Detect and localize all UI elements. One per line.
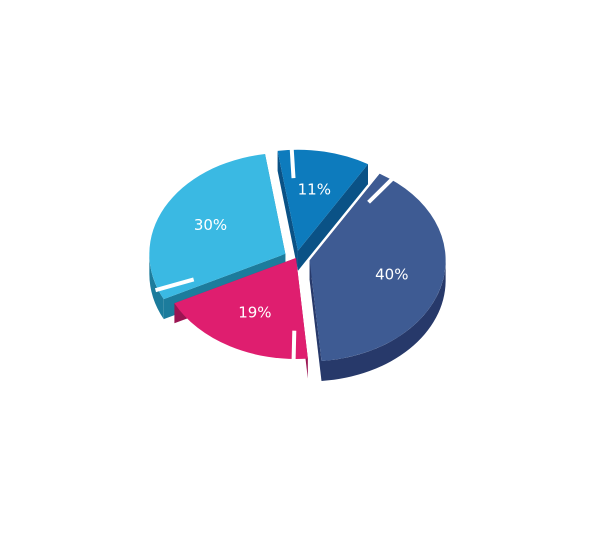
slice-19pct[interactable]	[174, 258, 308, 359]
slice-tops-layer	[149, 149, 446, 361]
separator-tick-11pct	[289, 147, 296, 179]
slice-labels-layer: 40% 19% 30% 11%	[194, 180, 409, 321]
slice-side-40pct-radial-1	[309, 260, 322, 381]
separator-ticks-layer	[154, 147, 395, 362]
separator-tick-19pct	[291, 330, 297, 362]
slice-11pct[interactable]	[277, 149, 368, 251]
slice-side-11pct-radial-0	[277, 150, 298, 271]
slice-side-30pct-rim-0	[149, 254, 164, 320]
slice-label-40pct: 40%	[375, 265, 408, 283]
slice-side-11pct-radial-1	[297, 164, 368, 271]
slice-40pct[interactable]	[309, 173, 446, 361]
slice-30pct[interactable]	[149, 154, 286, 300]
slice-label-30pct: 30%	[194, 216, 227, 234]
separator-tick-40pct	[367, 176, 395, 204]
slice-label-11pct: 11%	[298, 180, 331, 198]
separator-tick-30pct	[154, 277, 195, 293]
slice-label-19pct: 19%	[238, 304, 271, 322]
slice-side-40pct-rim-0	[321, 261, 446, 381]
